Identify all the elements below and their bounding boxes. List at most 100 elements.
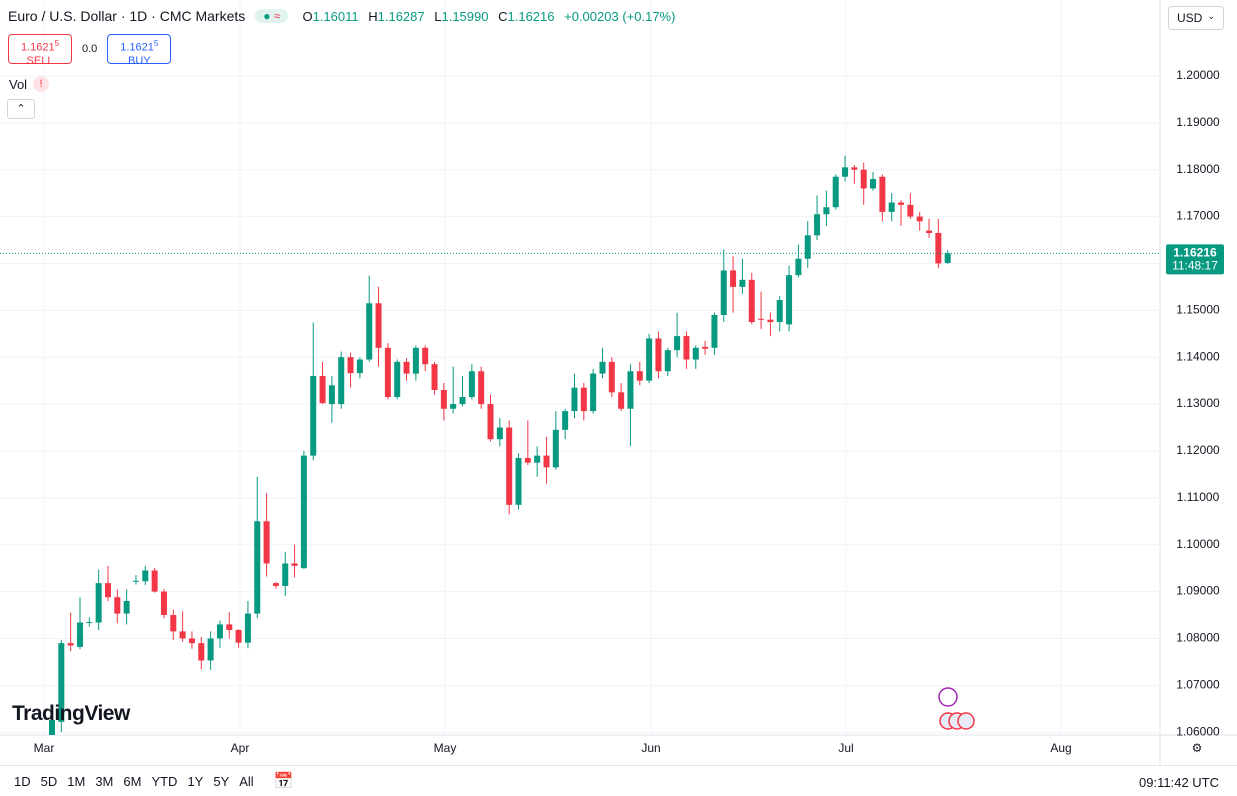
candle-body: [123, 600, 130, 614]
clock: 09:11:42 UTC: [1139, 775, 1219, 790]
candle-body: [636, 371, 643, 381]
y-tick-label: 1.13000: [1176, 396, 1220, 410]
candle-body: [524, 457, 531, 463]
candle-body: [646, 338, 653, 381]
candle-body: [86, 622, 93, 624]
candle-body: [216, 624, 223, 639]
sell-price: 1.1621: [20, 41, 55, 54]
h-value: 1.16287: [377, 8, 425, 24]
candle-body: [776, 300, 783, 323]
candle-body: [104, 583, 111, 598]
candle-body: [664, 350, 671, 372]
candle-body: [543, 455, 550, 468]
candle-body: [114, 597, 121, 614]
y-tick-label: 1.11000: [1177, 490, 1220, 504]
candle-body: [608, 361, 615, 393]
range-button[interactable]: 5Y: [213, 773, 230, 789]
y-tick-label: 1.15000: [1176, 302, 1220, 316]
y-tick-label: 1.18000: [1176, 162, 1220, 176]
c-value: 1.16216: [507, 8, 555, 24]
y-tick-label: 1.12000: [1176, 443, 1220, 457]
candle-body: [244, 613, 251, 643]
x-tick-label: May: [434, 741, 457, 755]
indicator-warning: !: [33, 76, 50, 92]
range-button[interactable]: YTD: [151, 773, 178, 789]
l-value: 1.15990: [441, 8, 489, 24]
candle-body: [300, 455, 307, 569]
collapse-button[interactable]: ⌃: [7, 99, 35, 119]
candle-body: [767, 319, 774, 323]
candle-body: [879, 176, 886, 212]
candle-body: [823, 207, 830, 215]
currency-select[interactable]: USD ⌄: [1168, 6, 1224, 30]
range-button[interactable]: 1Y: [187, 773, 204, 789]
price-tag-price: 1.16216: [1173, 245, 1217, 259]
price-tag: [1166, 244, 1224, 275]
symbol-title[interactable]: Euro / U.S. Dollar · 1D · CMC Markets: [8, 8, 246, 24]
candle-body: [431, 364, 438, 390]
candle-body: [786, 275, 793, 325]
candle-body: [730, 270, 737, 287]
candle-body: [235, 630, 242, 643]
y-tick-label: 1.20000: [1176, 68, 1220, 82]
candle-body: [935, 232, 942, 264]
range-button[interactable]: 5D: [40, 773, 58, 789]
candle-body: [795, 258, 802, 276]
logo-text: TradingView: [12, 702, 130, 725]
buy-price: 1.1621: [120, 41, 154, 54]
candle-body: [226, 624, 233, 630]
candle-body: [692, 347, 699, 360]
candle-body: [496, 427, 503, 440]
sell-pip: 5: [54, 39, 60, 48]
sell-button[interactable]: 1.16215 SELL: [8, 34, 72, 67]
buy-button[interactable]: 1.16215 BUY: [107, 34, 172, 67]
volume-indicator[interactable]: Vol!: [9, 76, 50, 92]
candle-body: [49, 720, 55, 735]
candle-body: [384, 347, 391, 398]
range-button[interactable]: 3M: [95, 773, 114, 789]
range-button[interactable]: 1M: [67, 773, 86, 789]
range-group: 1D 5D 1M 3M 6M YTD 1Y 5Y All: [0, 774, 254, 789]
change: +0.00203 (+0.17%): [564, 8, 676, 24]
candle-body: [860, 169, 867, 189]
trade-panel: 1.16215 SELL 0.0 1.16215 BUY: [8, 34, 172, 67]
candle-body: [748, 279, 755, 323]
candle-body: [683, 336, 690, 360]
range-button[interactable]: 1D: [14, 773, 31, 789]
candle-body: [814, 214, 821, 236]
currency: USD: [1177, 11, 1203, 25]
candle-body: [422, 347, 429, 365]
x-tick-label: Apr: [231, 741, 250, 755]
candle-body: [254, 521, 261, 614]
candle-body: [263, 521, 270, 564]
candle-body: [552, 429, 559, 468]
range-button[interactable]: All: [239, 773, 254, 789]
candle-body: [142, 570, 149, 582]
chart: 1.06000 1.07000 1.08000 1.09000 1.10000 1.110…: [0, 0, 1237, 765]
candle-body: [711, 315, 718, 348]
ohlc-legend: O1.16011 H1.16287 L1.15990 C1.16216 +0.0…: [302, 9, 681, 24]
candle-body: [870, 179, 877, 189]
candle-body: [487, 404, 494, 440]
candle-body: [188, 638, 195, 644]
buy-label: BUY: [127, 54, 151, 67]
candle-body: [515, 457, 522, 505]
candle-body: [67, 643, 74, 646]
range-button[interactable]: 6M: [123, 773, 142, 789]
settings-icon: ⚙: [1192, 741, 1203, 755]
sell-label: SELL: [26, 54, 54, 67]
candle-body: [916, 216, 923, 222]
candle-body: [758, 318, 765, 320]
candle-body: [76, 622, 83, 647]
y-tick-label: 1.08000: [1176, 631, 1220, 645]
candle-body: [804, 235, 811, 259]
candle-body: [356, 359, 363, 374]
candle-body: [627, 371, 634, 409]
date-range-icon[interactable]: 📅: [273, 773, 294, 790]
candle-body: [440, 390, 447, 409]
candle-body: [702, 346, 709, 349]
o-value: 1.16011: [312, 8, 359, 24]
y-tick-label: 1.07000: [1176, 677, 1220, 691]
candle-body: [562, 411, 569, 430]
